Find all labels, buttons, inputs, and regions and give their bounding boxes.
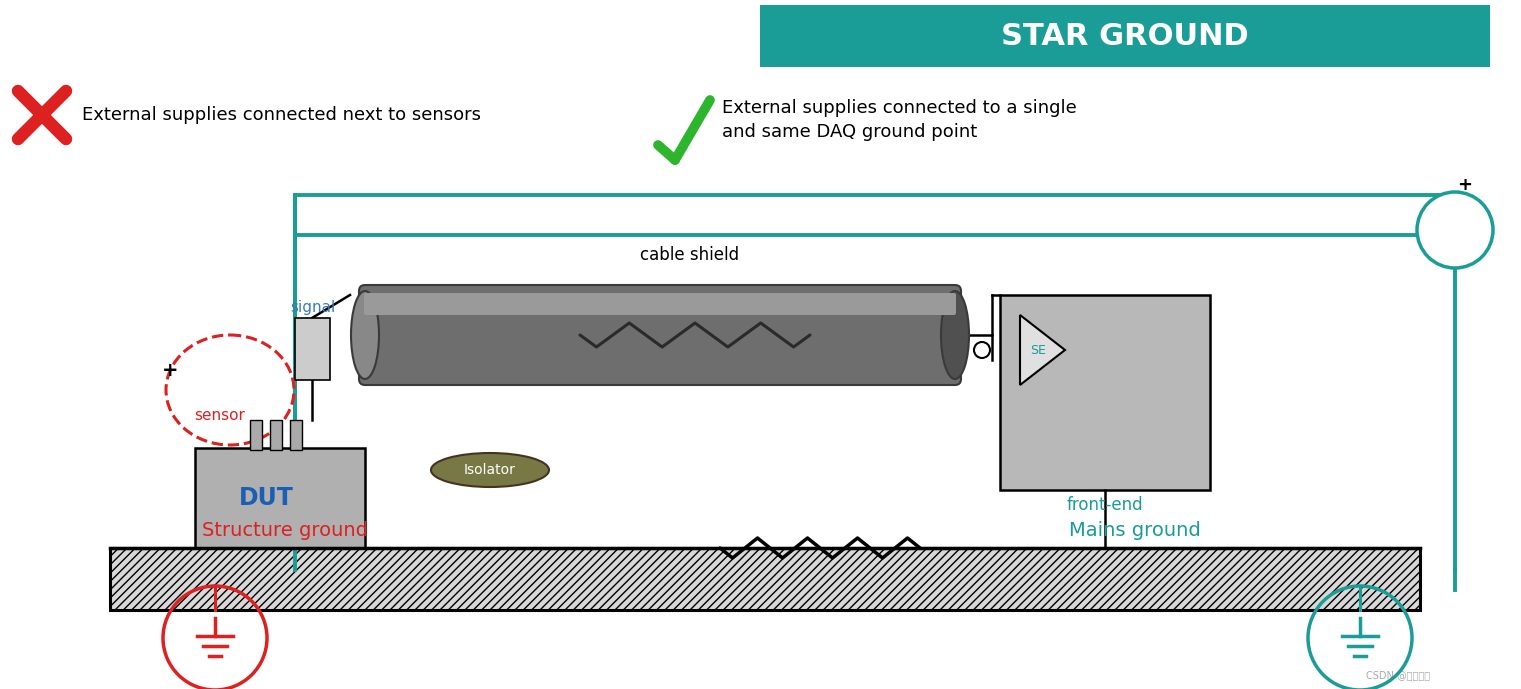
Text: sensor: sensor <box>195 407 245 422</box>
Text: STAR GROUND: STAR GROUND <box>1001 21 1249 50</box>
Text: Structure ground: Structure ground <box>202 520 368 539</box>
Ellipse shape <box>351 291 379 379</box>
Text: Isolator: Isolator <box>464 463 516 477</box>
Polygon shape <box>1021 315 1065 385</box>
Bar <box>249 420 262 450</box>
Ellipse shape <box>430 453 549 487</box>
Text: Mains ground: Mains ground <box>1069 520 1202 539</box>
Text: signal: signal <box>291 300 336 314</box>
Text: and same DAQ ground point: and same DAQ ground point <box>722 123 978 141</box>
Text: +: + <box>1457 176 1472 194</box>
Text: SE: SE <box>1030 344 1046 356</box>
Bar <box>760 5 1491 67</box>
Bar <box>999 295 1211 490</box>
Bar <box>271 420 281 450</box>
Bar <box>195 448 365 548</box>
Text: CSDN @东方神山: CSDN @东方神山 <box>1366 670 1430 680</box>
Bar <box>291 420 303 450</box>
Text: +: + <box>161 360 178 380</box>
Text: cable shield: cable shield <box>640 246 739 264</box>
Text: External supplies connected next to sensors: External supplies connected next to sens… <box>82 106 481 124</box>
Bar <box>295 318 330 380</box>
Ellipse shape <box>941 291 969 379</box>
Circle shape <box>1418 192 1494 268</box>
Text: front-end: front-end <box>1066 496 1144 514</box>
FancyBboxPatch shape <box>359 285 961 385</box>
FancyBboxPatch shape <box>364 293 957 315</box>
Text: DUT: DUT <box>239 486 294 510</box>
Text: External supplies connected to a single: External supplies connected to a single <box>722 99 1077 117</box>
Bar <box>110 548 1421 610</box>
